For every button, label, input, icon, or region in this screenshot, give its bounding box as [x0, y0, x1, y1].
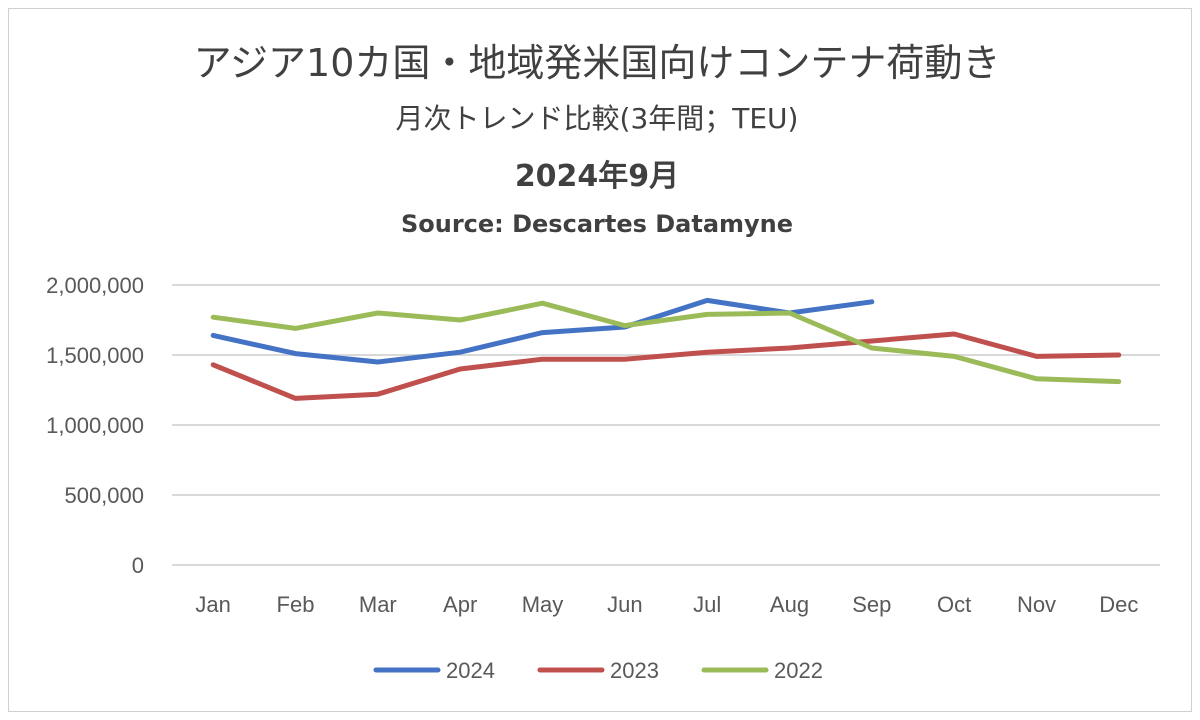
chart-source: Source: Descartes Datamyne	[401, 210, 793, 238]
x-tick-label: Nov	[1017, 592, 1056, 617]
x-tick-label: May	[522, 592, 564, 617]
x-tick-label: Dec	[1099, 592, 1138, 617]
x-tick-label: Jul	[693, 592, 721, 617]
y-tick-label: 2,000,000	[46, 273, 144, 298]
x-tick-label: Jun	[607, 592, 642, 617]
series-line-2023	[210, 331, 1122, 401]
y-tick-label: 1,000,000	[46, 413, 144, 438]
x-tick-label: Jan	[195, 592, 230, 617]
legend-label-2022: 2022	[774, 658, 823, 683]
gridlines	[172, 284, 1160, 566]
legend-label-2023: 2023	[610, 658, 659, 683]
legend-label-2024: 2024	[446, 658, 495, 683]
y-tick-label: 1,500,000	[46, 343, 144, 368]
y-axis-ticks: 2,000,000 1,500,000 1,000,000 500,000 0	[46, 273, 144, 578]
chart-subtitle: 月次トレンド比較(3年間；TEU)	[396, 102, 799, 135]
y-tick-label: 500,000	[64, 483, 144, 508]
series-lines	[210, 297, 1122, 401]
x-tick-label: Apr	[443, 592, 477, 617]
chart-date-label: 2024年9月	[515, 159, 679, 194]
x-axis-ticks: Jan Feb Mar Apr May Jun Jul Aug Sep Oct Nov Dec	[195, 592, 1138, 617]
series-line-2022	[210, 300, 1122, 385]
chart-title: アジア10カ国・地域発米国向けコンテナ荷動き	[194, 41, 1001, 85]
x-tick-label: Feb	[277, 592, 315, 617]
legend: 2024 2023 2022	[373, 658, 823, 683]
series-line-2024	[210, 297, 875, 365]
x-tick-label: Sep	[852, 592, 891, 617]
x-tick-label: Aug	[770, 592, 809, 617]
x-tick-label: Oct	[937, 592, 971, 617]
x-tick-label: Mar	[359, 592, 397, 617]
y-tick-label: 0	[132, 553, 144, 578]
